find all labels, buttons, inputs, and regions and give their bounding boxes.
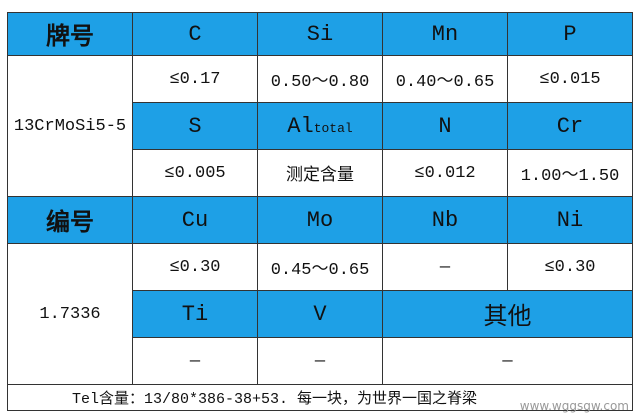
element-subscript: total xyxy=(313,120,353,136)
element: Mo xyxy=(257,196,383,244)
footer-note: Tel含量：13/80*386-38+53. 每一块，为世界一国之脊梁 xyxy=(7,384,633,411)
grade-label: 牌号 xyxy=(7,12,133,56)
header-row: 编号 Cu Mo Nb Ni xyxy=(7,196,633,244)
header-row: 牌号 C Si Mn P xyxy=(7,12,633,56)
value: ≤0.30 xyxy=(132,243,258,291)
element: S xyxy=(132,102,258,150)
material-number: 1.7336 xyxy=(7,243,133,385)
other-label: 其他 xyxy=(382,290,633,338)
value-row: 13CrMoSi5-5 ≤0.17 0.50～0.80 0.40～0.65 ≤0… xyxy=(7,55,633,197)
footer-row: Tel含量：13/80*386-38+53. 每一块，为世界一国之脊梁 xyxy=(7,384,633,411)
value: 0.45～0.65 xyxy=(257,243,383,291)
element: Altotal xyxy=(257,102,383,150)
element: Si xyxy=(257,12,383,56)
element: Mn xyxy=(382,12,508,56)
element: Nb xyxy=(382,196,508,244)
number-label: 编号 xyxy=(7,196,133,244)
value: 0.40～0.65 xyxy=(382,55,508,103)
value: — xyxy=(132,337,258,385)
value: ≤0.015 xyxy=(507,55,633,103)
element: Cu xyxy=(132,196,258,244)
element: Ni xyxy=(507,196,633,244)
watermark: www.wggsgw.com xyxy=(519,399,629,413)
value: — xyxy=(382,243,508,291)
element: V xyxy=(257,290,383,338)
value: — xyxy=(257,337,383,385)
value: ≤0.17 xyxy=(132,55,258,103)
composition-table: 牌号 C Si Mn P 13CrMoSi5-5 ≤0.17 0.50～0.80… xyxy=(7,12,633,411)
element: N xyxy=(382,102,508,150)
value: 0.50～0.80 xyxy=(257,55,383,103)
value: ≤0.012 xyxy=(382,149,508,197)
grade: 13CrMoSi5-5 xyxy=(7,55,133,197)
value: 1.00～1.50 xyxy=(507,149,633,197)
element: Ti xyxy=(132,290,258,338)
value: — xyxy=(382,337,633,385)
value: 测定含量 xyxy=(257,149,383,197)
element-symbol: Al xyxy=(287,113,314,139)
value: ≤0.30 xyxy=(507,243,633,291)
element: P xyxy=(507,12,633,56)
value-row: ≤0.005 测定含量 ≤0.012 1.00～1.50 xyxy=(8,149,633,197)
element: C xyxy=(132,12,258,56)
header-row: S Altotal N Cr xyxy=(8,102,633,150)
value: ≤0.005 xyxy=(132,149,258,197)
value-row: 1.7336 ≤0.30 0.45～0.65 — ≤0.30 xyxy=(7,243,633,385)
element: Cr xyxy=(507,102,633,150)
